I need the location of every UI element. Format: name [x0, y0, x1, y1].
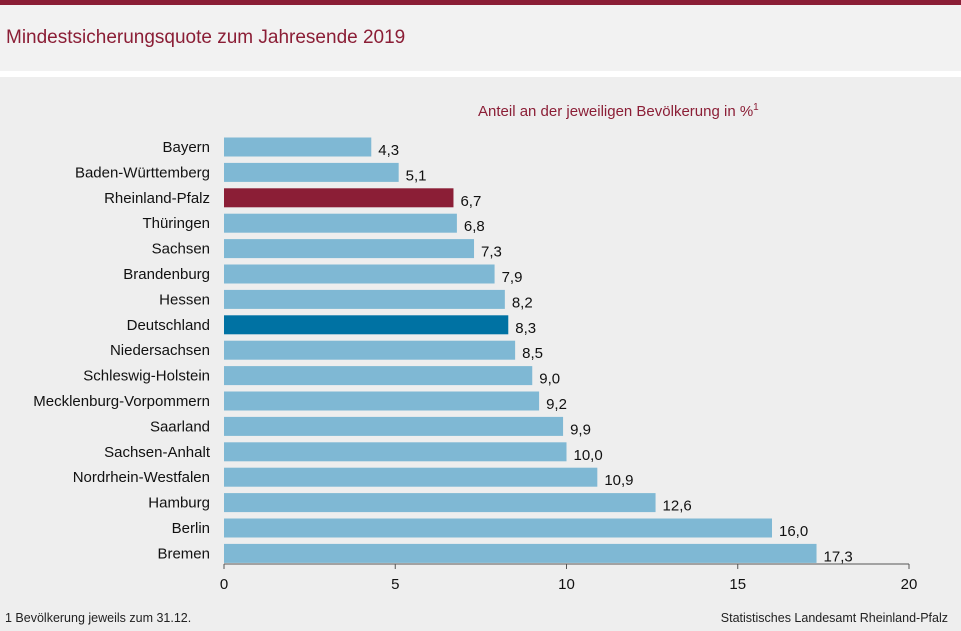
bar [224, 340, 516, 360]
bar [224, 213, 457, 233]
source-credit: Statistisches Landesamt Rheinland-Pfalz [720, 611, 948, 625]
value-label: 5,1 [406, 167, 427, 184]
top-accent-rule [0, 0, 961, 5]
category-label: Mecklenburg-Vorpommern [33, 393, 210, 410]
category-label: Niedersachsen [110, 342, 210, 359]
bar [224, 264, 495, 284]
category-label: Bremen [157, 545, 210, 562]
bar [224, 188, 454, 208]
value-label: 10,0 [574, 447, 603, 464]
unit-label: Anteil an der jeweiligen Bevölkerung in … [478, 102, 759, 120]
category-label: Rheinland-Pfalz [104, 190, 210, 207]
x-tick-label: 15 [729, 576, 746, 593]
category-label: Brandenburg [123, 266, 210, 283]
category-label: Sachsen [152, 241, 210, 258]
value-label: 17,3 [824, 548, 853, 565]
x-tick-label: 0 [220, 576, 228, 593]
bar [224, 543, 817, 563]
header-band [0, 5, 961, 71]
value-label: 9,2 [546, 396, 567, 413]
value-label: 6,7 [460, 193, 481, 210]
category-label: Hamburg [148, 495, 210, 512]
footnote: 1 Bevölkerung jeweils zum 31.12. [5, 611, 192, 625]
value-label: 8,3 [515, 320, 536, 337]
category-label: Bayern [162, 139, 210, 156]
category-label: Sachsen-Anhalt [104, 444, 211, 461]
value-label: 4,3 [378, 142, 399, 159]
category-label: Saarland [150, 418, 210, 435]
value-label: 8,2 [512, 294, 533, 311]
value-label: 12,6 [663, 498, 692, 515]
value-label: 10,9 [604, 472, 633, 489]
bar [224, 467, 598, 487]
category-label: Hessen [159, 291, 210, 308]
bar [224, 289, 505, 309]
category-label: Baden-Württemberg [75, 164, 210, 181]
category-label: Deutschland [127, 317, 210, 334]
unit-footnote-marker: 1 [753, 102, 759, 113]
value-label: 9,0 [539, 371, 560, 388]
bar [224, 315, 509, 335]
x-tick-label: 10 [558, 576, 575, 593]
bar [224, 442, 567, 462]
bar [224, 366, 533, 386]
bar [224, 239, 475, 259]
x-tick-label: 5 [391, 576, 399, 593]
bar [224, 137, 372, 157]
bar [224, 493, 656, 513]
value-label: 16,0 [779, 523, 808, 540]
x-tick-label: 20 [901, 576, 918, 593]
category-label: Berlin [172, 520, 210, 537]
chart-title: Mindestsicherungsquote zum Jahresende 20… [6, 27, 406, 48]
bar [224, 162, 399, 182]
value-label: 8,5 [522, 345, 543, 362]
category-label: Nordrhein-Westfalen [73, 469, 210, 486]
value-label: 7,9 [502, 269, 523, 286]
bar [224, 391, 540, 411]
value-label: 6,8 [464, 218, 485, 235]
category-label: Schleswig-Holstein [83, 368, 210, 385]
category-label: Thüringen [142, 215, 210, 232]
value-label: 9,9 [570, 421, 591, 438]
value-label: 7,3 [481, 244, 502, 261]
bar [224, 416, 564, 436]
unit-label-text: Anteil an der jeweiligen Bevölkerung in … [478, 103, 754, 120]
bar [224, 518, 772, 538]
header-separator [0, 71, 961, 77]
